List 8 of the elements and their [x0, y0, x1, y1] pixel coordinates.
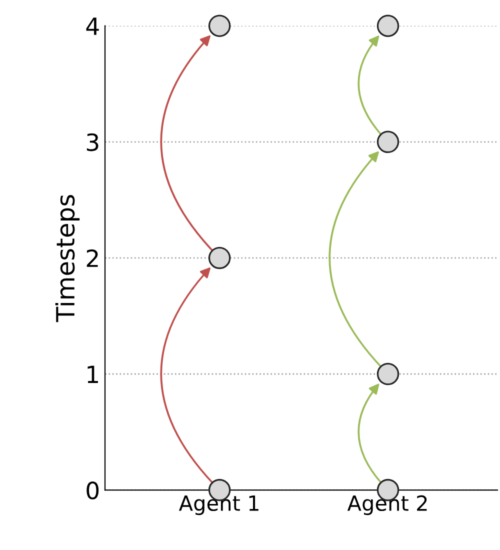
y-tick-label: 3 [86, 133, 98, 152]
x-tick-label: Agent 1 [178, 496, 258, 516]
x-tick-label: Agent 2 [347, 495, 427, 516]
y-axis-title: Timesteps [55, 195, 80, 322]
y-tick-label: 2 [86, 249, 98, 267]
y-tick-label: 0 [86, 481, 99, 500]
y-tick-label: 4 [86, 18, 99, 35]
y-tick-label: 1 [88, 366, 98, 383]
